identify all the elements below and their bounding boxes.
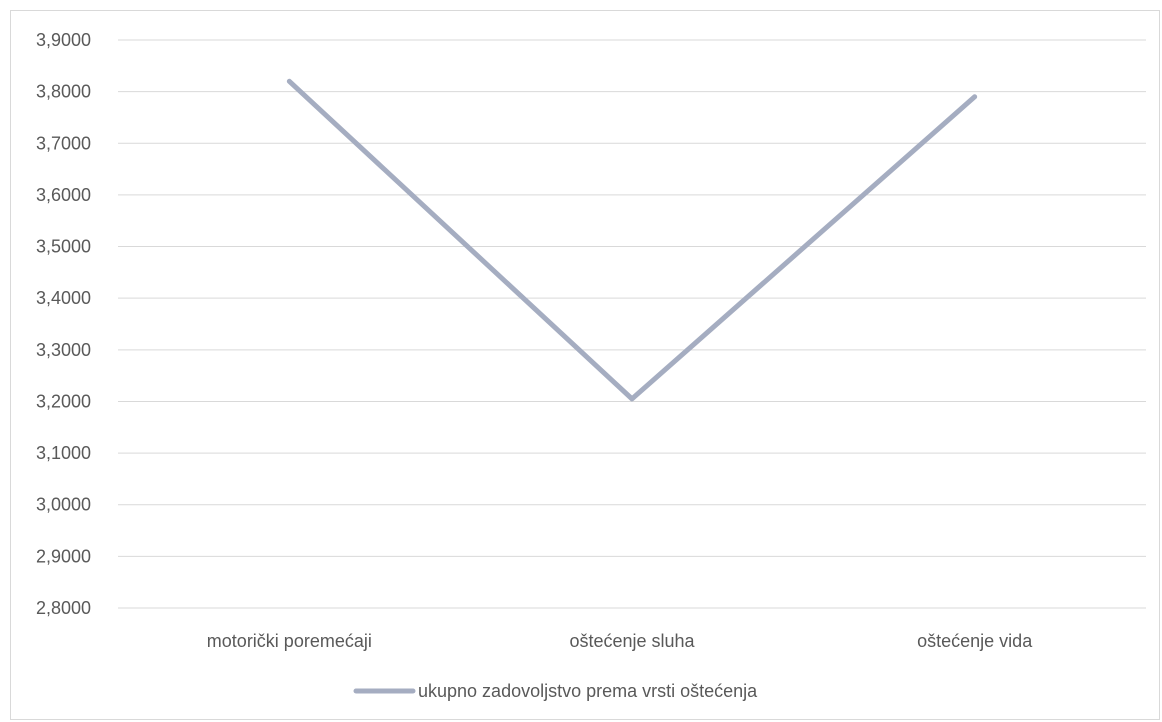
y-tick-label: 2,8000	[36, 598, 91, 618]
series-line	[286, 78, 978, 402]
series-lines	[286, 78, 978, 402]
y-tick-label: 3,8000	[36, 82, 91, 102]
y-tick-label: 3,3000	[36, 340, 91, 360]
y-tick-label: 3,5000	[36, 237, 91, 257]
y-tick-label: 3,4000	[36, 288, 91, 308]
y-axis-tick-labels: 2,8000 2,9000 3,0000 3,1000 3,2000 3,3000 3,40…	[36, 30, 91, 618]
x-axis-category-labels: motorički poremećaji oštećenje sluha ošteć…	[207, 631, 1033, 651]
y-tick-label: 2,9000	[36, 546, 91, 566]
y-tick-label: 3,2000	[36, 391, 91, 411]
y-tick-label: 3,7000	[36, 133, 91, 153]
legend-label: ukupno zadovoljstvo prema vrsti oštećenj…	[418, 681, 758, 701]
gridlines	[118, 39, 1146, 609]
x-category-label: motorički poremećaji	[207, 631, 372, 651]
chart-frame	[10, 10, 1160, 720]
y-tick-label: 3,0000	[36, 495, 91, 515]
x-category-label: oštećenje sluha	[569, 631, 695, 651]
legend: ukupno zadovoljstvo prema vrsti oštećenj…	[353, 681, 758, 701]
y-tick-label: 3,1000	[36, 443, 91, 463]
y-tick-label: 3,6000	[36, 185, 91, 205]
y-tick-label: 3,9000	[36, 30, 91, 50]
x-category-label: oštećenje vida	[917, 631, 1033, 651]
